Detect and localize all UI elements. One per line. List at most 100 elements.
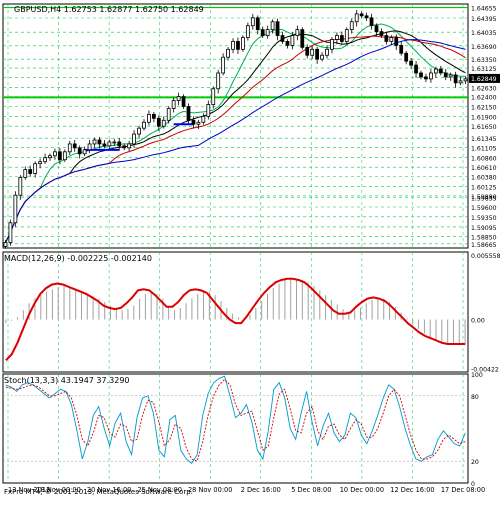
stoch-axis-label: 0 [471, 481, 475, 488]
candle-body [48, 155, 52, 159]
candle-body [429, 72, 433, 80]
candle-body [260, 29, 265, 36]
candle-body [122, 145, 127, 149]
candle-body [315, 48, 320, 60]
candle-body [255, 17, 260, 31]
candle-body [201, 115, 206, 123]
candle-body [176, 96, 181, 101]
time-axis-label: 13 Nov 2013 [8, 486, 50, 494]
current-price-label: 1.62849 [471, 76, 497, 83]
price-axis-label: 1.62150 [471, 104, 497, 111]
candle-body [404, 52, 409, 62]
candle-body [250, 17, 255, 27]
candle-body [394, 37, 399, 46]
candle-body [151, 113, 156, 119]
price-axis-label: 1.62630 [471, 86, 497, 93]
price-axis-label: 1.59880 [471, 194, 497, 201]
candle-body [399, 44, 404, 54]
candle-body [161, 119, 166, 127]
candle-body [275, 21, 280, 36]
candle-body [132, 133, 136, 145]
candle-body [171, 100, 176, 109]
candle-body [463, 78, 468, 82]
candle-body [438, 68, 443, 74]
price-axis-label: 1.64655 [471, 6, 497, 13]
candle-body [107, 141, 112, 147]
symbol-header: GBPUSD,H4 1.62753 1.62877 1.62750 1.6284… [14, 5, 204, 14]
time-axis-label: 5 Dec 08:00 [291, 486, 331, 494]
candle-body [8, 222, 13, 243]
price-axis-label: 1.62400 [471, 95, 497, 102]
price-axis-label: 1.63350 [471, 57, 497, 64]
candle-body [295, 29, 300, 36]
candle-body [142, 121, 146, 129]
time-axis-label: 20 Nov 16:00 [87, 486, 131, 494]
candle-body [448, 74, 453, 78]
macd-signal-line [5, 277, 466, 362]
candle-body [379, 31, 384, 36]
macd-header: MACD(12,26,9) -0.002225 -0.002140 [4, 254, 152, 263]
candle-body [320, 54, 324, 60]
stoch-header: Stoch(13,3,3) 43.1947 37.3290 [4, 376, 130, 385]
candle-body [226, 48, 230, 58]
price-axis-label: 1.64395 [471, 16, 497, 23]
candle-body [245, 25, 250, 38]
price-axis-label: 1.58850 [471, 235, 497, 242]
candle-body [384, 35, 389, 42]
stoch-main-line [5, 375, 466, 465]
candle-body [330, 39, 334, 50]
candle-body [127, 143, 132, 149]
candle-body [186, 106, 191, 121]
candle-body [344, 29, 349, 42]
moving-average-line [5, 30, 466, 243]
price-axis-label: 1.64035 [471, 30, 497, 37]
candle-body [72, 143, 77, 149]
time-axis-label: 25 Nov 08:00 [137, 486, 181, 494]
candle-body [453, 74, 458, 84]
candle-body [117, 141, 122, 147]
candle-body [3, 242, 8, 247]
candle-body [43, 157, 47, 163]
price-axis-label: 1.61105 [471, 146, 497, 153]
candle-body [419, 72, 423, 78]
stoch-axis-label: 80 [471, 394, 479, 401]
macd-axis-label: 0.00 [471, 318, 485, 325]
price-axis-label: 1.61650 [471, 124, 497, 131]
stoch-axis-label: 20 [471, 459, 479, 466]
candle-body [147, 113, 151, 123]
price-axis-label: 1.61345 [471, 136, 497, 143]
stoch-signal-line [5, 378, 466, 462]
candle-body [424, 76, 428, 80]
price-axis-label: 1.58665 [471, 242, 497, 249]
candle-body [364, 15, 369, 19]
candle-body [265, 29, 270, 36]
time-axis-label: 12 Dec 16:00 [390, 486, 434, 494]
candle-body [349, 21, 354, 31]
candle-body [443, 72, 448, 78]
candle-body [206, 104, 211, 117]
candle-body [166, 108, 171, 121]
candle-body [369, 17, 374, 27]
candle-body [325, 48, 329, 56]
candle-body [216, 72, 221, 90]
time-axis-label: 28 Nov 00:00 [188, 486, 232, 494]
candle-body [23, 169, 28, 178]
candle-body [241, 37, 245, 50]
candle-body [82, 149, 87, 155]
price-axis-label: 1.61900 [471, 114, 497, 121]
price-axis-label: 1.60610 [471, 165, 497, 172]
candle-body [300, 29, 305, 48]
candle-body [112, 141, 117, 144]
candle-body [191, 119, 196, 125]
copyright-text: FxPro MT4, © 2001-2013, MetaQuotes Softw… [4, 488, 193, 496]
candle-body [389, 37, 394, 42]
moving-average-line [5, 39, 466, 243]
candle-body [359, 13, 364, 17]
time-axis-label: 17 Dec 08:00 [441, 486, 485, 494]
candle-body [270, 21, 275, 31]
candle-body [92, 139, 97, 145]
price-axis-label: 1.60860 [471, 155, 497, 162]
candle-body [196, 121, 201, 125]
stoch-axis-label: 100 [471, 372, 483, 379]
candle-body [354, 13, 359, 23]
